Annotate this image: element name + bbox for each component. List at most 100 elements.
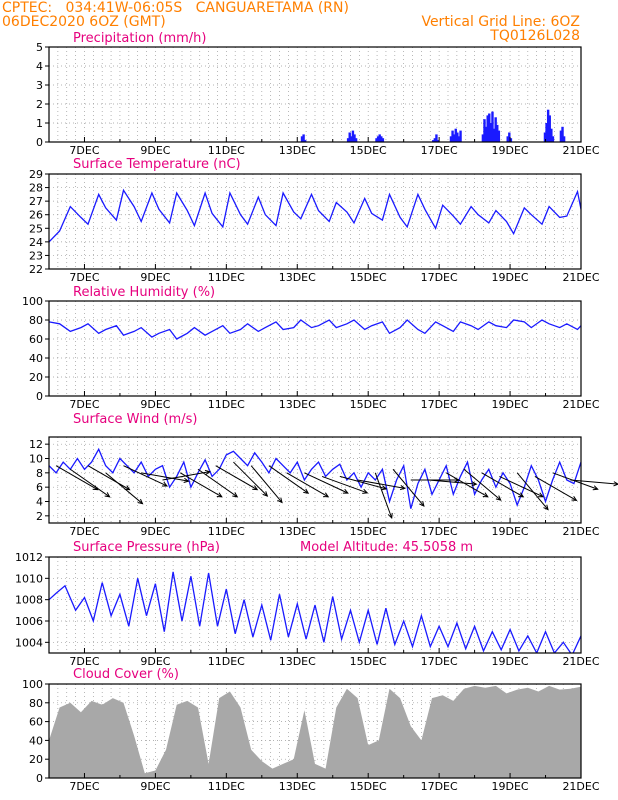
series bbox=[49, 188, 581, 243]
precip-bar bbox=[561, 126, 564, 142]
grid bbox=[49, 174, 581, 269]
y-tick-label: 100 bbox=[22, 295, 43, 308]
precip-bar bbox=[494, 117, 497, 142]
wind-vector bbox=[428, 479, 477, 485]
series-line bbox=[49, 447, 581, 509]
x-tick-label: 17DEC bbox=[421, 398, 458, 411]
series bbox=[49, 447, 581, 509]
x-tick-label: 17DEC bbox=[421, 525, 458, 538]
series-line bbox=[49, 319, 581, 340]
x-tick-label: 9DEC bbox=[140, 144, 170, 157]
precip-bar bbox=[545, 123, 548, 142]
x-tick-label: 19DEC bbox=[492, 655, 529, 668]
wind-vector bbox=[321, 475, 368, 494]
series-line bbox=[49, 571, 581, 653]
x-tick-label: 7DEC bbox=[69, 271, 99, 284]
y-tick-label: 2 bbox=[36, 98, 43, 111]
x-tick-label: 15DEC bbox=[350, 398, 387, 411]
x-tick-label: 11DEC bbox=[208, 271, 245, 284]
panel-title: Cloud Cover (%) bbox=[73, 667, 179, 682]
y-tick-label: 0 bbox=[36, 772, 43, 785]
grid-note: Vertical Grid Line: 6OZ bbox=[421, 14, 580, 30]
wind-vector-head bbox=[592, 485, 599, 491]
x-tick-label: 9DEC bbox=[140, 780, 170, 793]
wind-vector bbox=[268, 465, 309, 494]
x-tick-label: 7DEC bbox=[69, 525, 99, 538]
panel-6: 0 20 40 60 80 100 7DEC 9DEC 11DEC 13DEC 15DEC 17DEC… bbox=[22, 667, 600, 793]
panel-5: 1004 1006 1008 1010 1012 7DEC 9DEC 11DEC 13DEC 15… bbox=[15, 540, 600, 668]
x-tick-label: 21DEC bbox=[562, 144, 599, 157]
wind-vector bbox=[374, 472, 393, 519]
panel-annotation: Model Altitude: 45.5058 m bbox=[300, 540, 473, 555]
precip-bar bbox=[302, 134, 305, 142]
wind-vector bbox=[516, 472, 549, 510]
series bbox=[49, 319, 581, 340]
x-tick-label: 17DEC bbox=[421, 780, 458, 793]
precip-bar bbox=[497, 130, 501, 142]
precip-bar bbox=[376, 136, 380, 142]
precip-bar bbox=[508, 132, 511, 142]
x-tick-label: 9DEC bbox=[140, 398, 170, 411]
panel-frame bbox=[48, 300, 582, 397]
x-tick-label: 7DEC bbox=[69, 780, 99, 793]
wind-vector-head bbox=[471, 481, 478, 487]
precip-bar bbox=[378, 134, 381, 142]
wind-vector-head bbox=[399, 485, 406, 491]
wind-vector-head bbox=[161, 481, 169, 487]
y-tick-label: 0 bbox=[36, 136, 43, 149]
x-tick-label: 17DEC bbox=[421, 144, 458, 157]
wind-vector bbox=[197, 468, 238, 498]
y-tick-label: 100 bbox=[22, 678, 43, 691]
wind-vector-head bbox=[419, 501, 425, 507]
wind-vector-head bbox=[137, 498, 144, 505]
panel-title: Surface Wind (m/s) bbox=[73, 412, 197, 427]
y-tick-label: 1006 bbox=[15, 615, 43, 628]
y-tick-label: 1012 bbox=[15, 551, 43, 564]
y-tick-label: 1 bbox=[36, 117, 43, 130]
y-tick-label: 8 bbox=[36, 467, 43, 480]
precip-bar bbox=[456, 132, 459, 142]
precip-bar bbox=[449, 136, 453, 142]
wind-vector bbox=[445, 472, 489, 498]
y-tick-label: 0 bbox=[36, 390, 43, 403]
wind-vector bbox=[392, 468, 425, 507]
precip-bar bbox=[350, 136, 353, 142]
y-tick-label: 80 bbox=[29, 697, 43, 710]
y-tick-label: 6 bbox=[36, 481, 43, 494]
wind-vector-head bbox=[277, 497, 283, 504]
wind-vector-head bbox=[303, 488, 310, 494]
x-tick-label: 7DEC bbox=[69, 398, 99, 411]
y-tick-label: 1010 bbox=[15, 572, 43, 585]
wind-vector bbox=[250, 465, 283, 503]
y-tick-label: 23 bbox=[29, 249, 43, 262]
x-tick-label: 15DEC bbox=[350, 271, 387, 284]
panel-frame bbox=[48, 46, 582, 143]
wind-vector bbox=[499, 475, 544, 498]
x-tick-label: 15DEC bbox=[350, 525, 387, 538]
wind-vector-head bbox=[262, 491, 269, 497]
x-tick-label: 21DEC bbox=[562, 780, 599, 793]
y-tick-label: 24 bbox=[29, 236, 43, 249]
precip-bar bbox=[483, 119, 486, 142]
x-tick-label: 19DEC bbox=[492, 144, 529, 157]
x-tick-label: 9DEC bbox=[140, 525, 170, 538]
wind-vectors bbox=[55, 461, 618, 520]
y-tick-label: 1008 bbox=[15, 594, 43, 607]
x-tick-label: 11DEC bbox=[208, 144, 245, 157]
panel-frame bbox=[48, 436, 582, 524]
wind-vector-head bbox=[482, 492, 489, 498]
precip-bar bbox=[436, 140, 440, 142]
precip-bar bbox=[491, 111, 494, 142]
x-tick-label: 17DEC bbox=[421, 655, 458, 668]
panel-frame bbox=[48, 556, 582, 654]
precip-bar bbox=[548, 115, 551, 142]
x-tick-label: 13DEC bbox=[279, 525, 316, 538]
wind-vector bbox=[534, 475, 577, 501]
precip-bar bbox=[559, 130, 563, 142]
wind-vector-head bbox=[381, 485, 388, 491]
grid bbox=[49, 301, 581, 396]
panel-title: Surface Temperature (nC) bbox=[73, 157, 241, 172]
panel-1: 0 1 2 3 4 5 7DEC 9DEC 11DEC 13DEC 15DEC 17DEC 19DEC 2… bbox=[36, 31, 600, 157]
y-tick-label: 5 bbox=[36, 41, 43, 54]
